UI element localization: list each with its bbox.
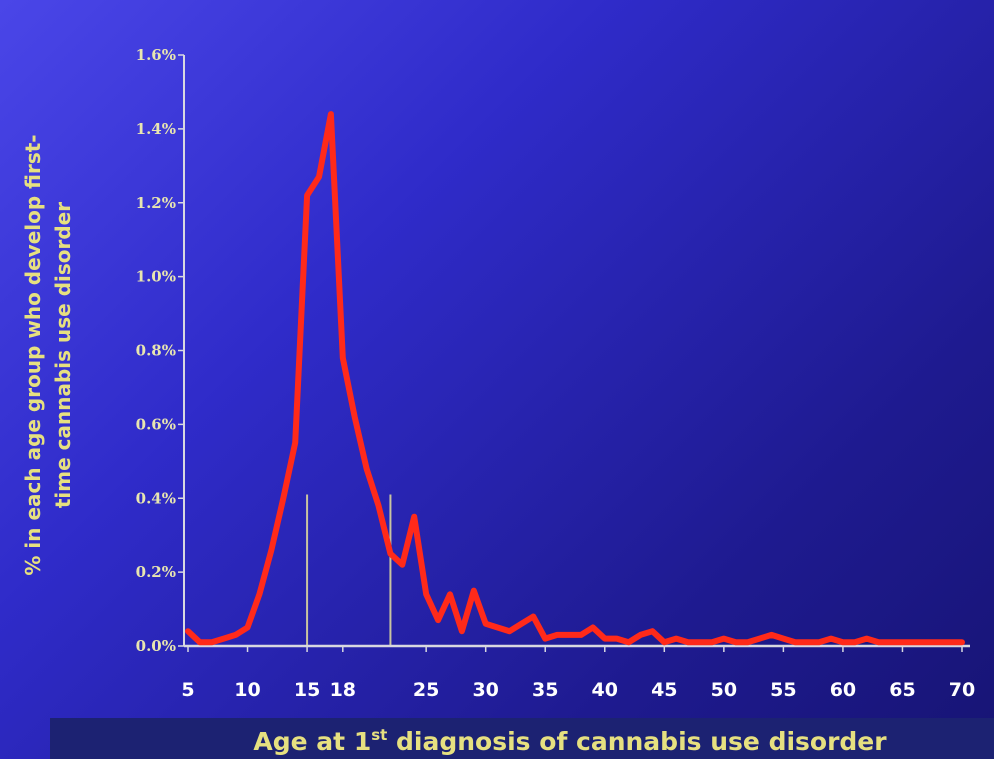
series-group [185,111,965,646]
x-tick-label: 30 [472,679,498,701]
y-tick-label: 0.2% [136,563,176,581]
axes [178,54,970,652]
y-tick-label: 0.8% [136,342,176,360]
series-line [185,111,965,646]
x-tick-label: 15 [294,679,320,701]
x-tick-label: 40 [592,679,618,701]
x-axis-title-after: diagnosis of cannabis use disorder [387,727,887,756]
x-tick-label: 35 [532,679,558,701]
y-axis-title-line2: time cannabis use disorder [51,202,75,508]
x-tick-label: 65 [889,679,915,701]
y-tick-label: 1.4% [136,120,176,138]
x-axis-title: Age at 1st diagnosis of cannabis use dis… [253,726,887,756]
x-axis-title-sup: st [371,726,387,744]
y-tick-labels: 0.0% 0.2% 0.4% 0.6% 0.8% 1.0% 1.2% 1.4% 1.6% [136,46,176,655]
x-tick-label: 70 [949,679,975,701]
reference-lines [306,494,392,646]
x-tick-label: 50 [711,679,737,701]
y-axis-title: % in each age group who develop first- t… [21,134,75,575]
x-tick-label: 55 [770,679,796,701]
x-tick-label: 10 [234,679,260,701]
x-tick-label: 25 [413,679,439,701]
y-tick-label: 1.6% [136,46,176,64]
x-axis-title-before: Age at 1 [253,727,371,756]
y-axis-title-line1: % in each age group who develop first- [21,134,45,575]
x-tick-label: 60 [830,679,856,701]
x-tick-label: 45 [651,679,677,701]
x-tick-labels: 5 10 15 18 25 30 35 40 45 50 55 60 65 70 [181,679,975,701]
y-tick-label: 0.6% [136,415,176,433]
y-tick-label: 1.2% [136,194,176,212]
y-tick-label: 1.0% [136,268,176,286]
x-tick-label: 18 [330,679,356,701]
y-tick-label: 0.4% [136,489,176,507]
y-tick-label: 0.0% [136,637,176,655]
x-tick-label: 5 [181,679,194,701]
x-axis-title-band [50,718,994,759]
